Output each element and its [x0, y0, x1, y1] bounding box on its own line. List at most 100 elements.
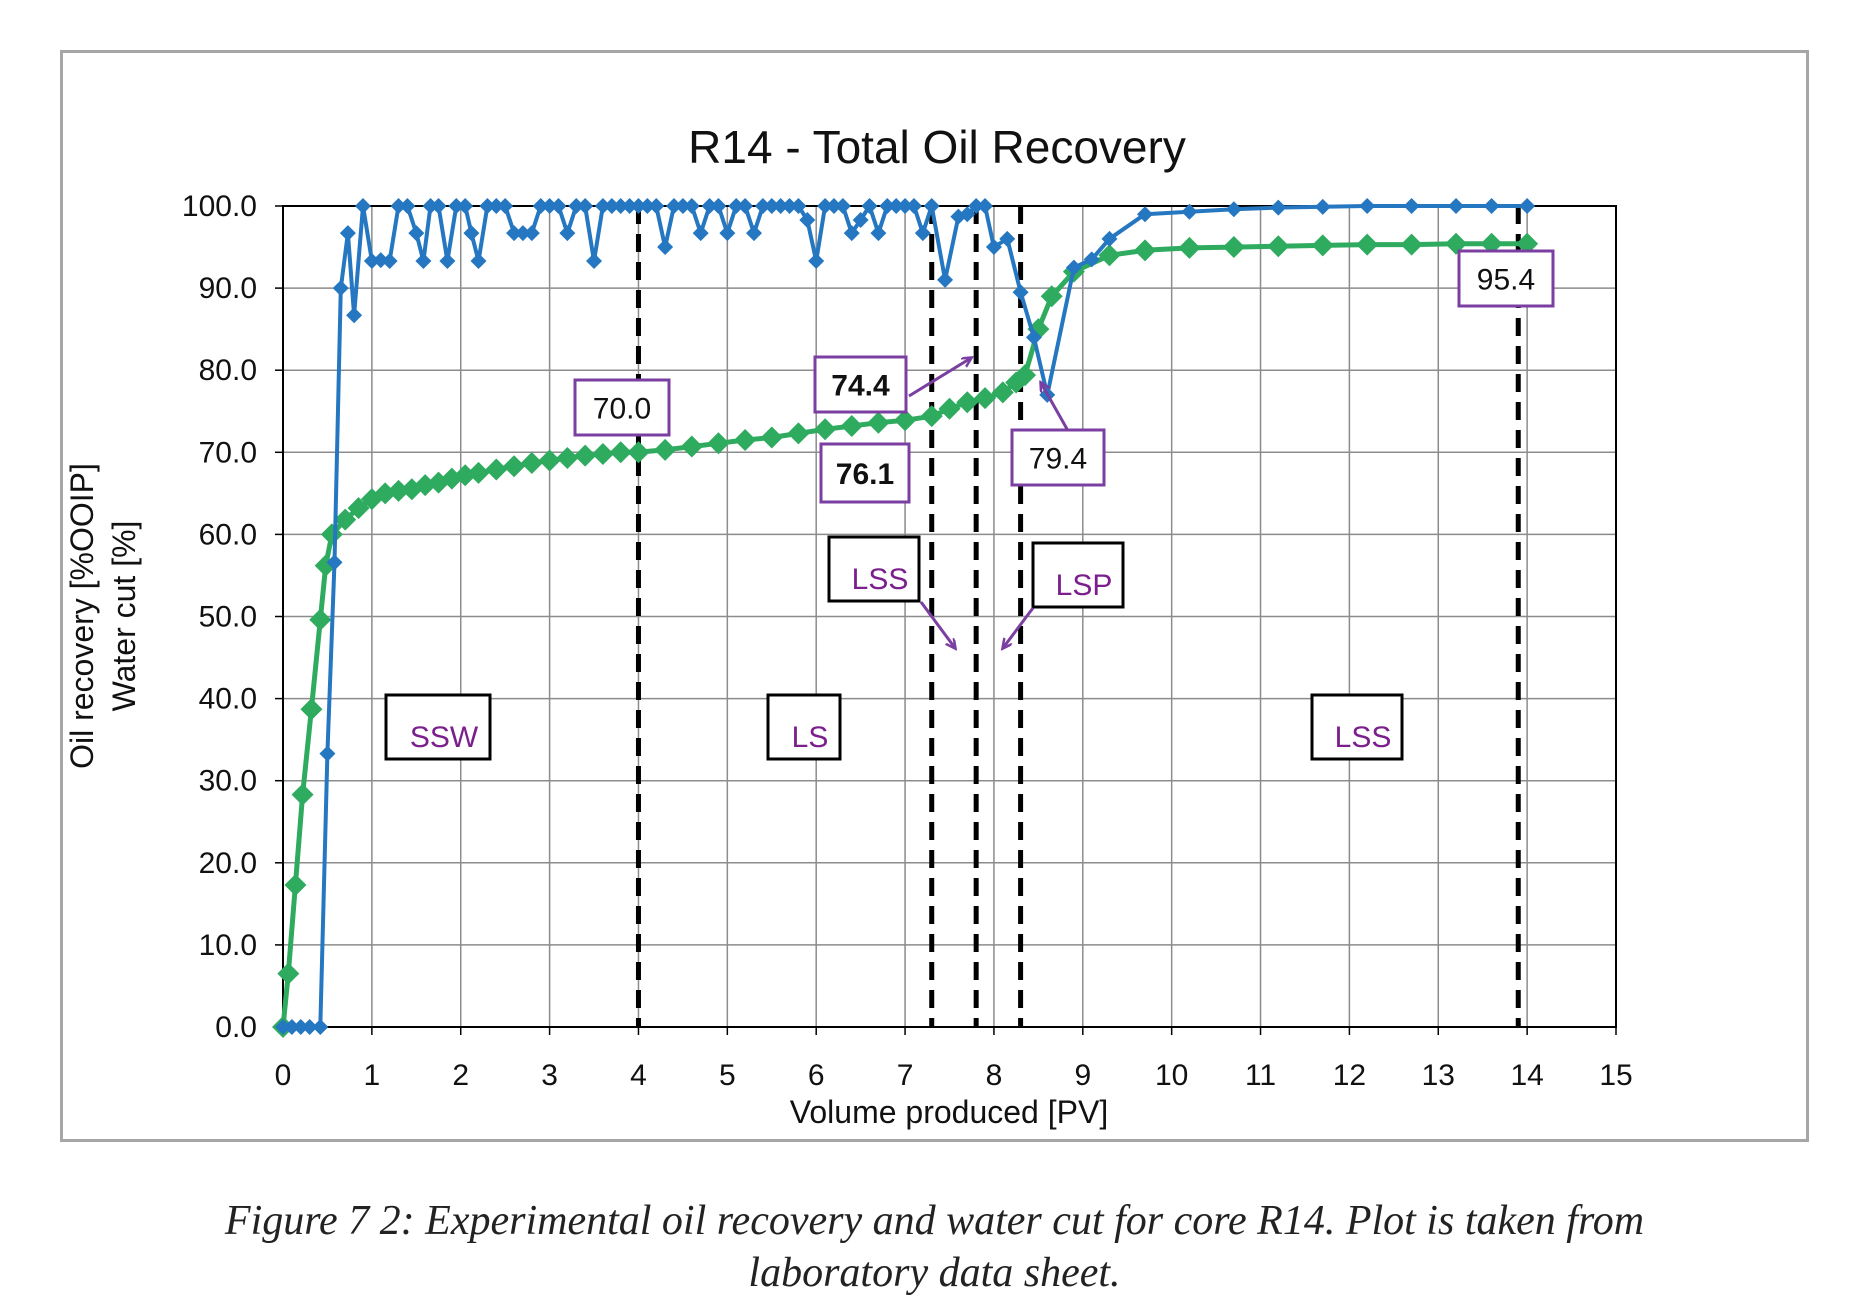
water-cut-point	[319, 745, 336, 762]
water-cut-point	[346, 307, 363, 324]
region-label-lsp-box	[1031, 541, 1125, 609]
recovery-point	[591, 442, 614, 465]
y-axis-label: Water cut [%]	[106, 521, 142, 712]
callout-74-4: 74.4	[831, 370, 890, 403]
water-cut-point	[666, 198, 683, 214]
recovery-point	[734, 428, 757, 451]
recovery-point	[760, 426, 783, 449]
region-label-lss-2: LSS	[1335, 721, 1392, 754]
y-tick-label: 80.0	[199, 354, 257, 387]
water-cut-point	[339, 225, 356, 242]
water-cut-point	[439, 253, 456, 270]
water-cut-point	[363, 253, 380, 270]
water-cut-point	[1025, 329, 1042, 346]
water-cut-point	[586, 253, 603, 270]
recovery-point	[654, 438, 677, 461]
water-cut-point	[275, 1019, 291, 1035]
x-tick-label: 15	[1599, 1059, 1632, 1092]
water-cut-point	[825, 198, 842, 214]
water-cut-point	[905, 198, 922, 214]
recovery-point	[1014, 364, 1037, 387]
water-cut-point	[897, 198, 914, 214]
callout-79-4: 79.4	[1029, 443, 1087, 476]
y-tick-label: 40.0	[199, 683, 257, 716]
water-cut-point	[834, 198, 851, 214]
water-cut-point	[550, 198, 567, 214]
recovery-point	[680, 435, 703, 458]
recovery-point	[347, 497, 370, 520]
water-cut-point	[763, 198, 780, 214]
water-cut-point	[888, 198, 905, 214]
recovery-point	[300, 698, 323, 721]
callout-70: 70.0	[593, 393, 651, 426]
water-cut-point	[408, 225, 425, 242]
region-label-ssw-box	[384, 693, 492, 761]
water-cut-point	[710, 198, 727, 214]
caption-line-1: Figure 7 2: Experimental oil recovery an…	[224, 1198, 1645, 1244]
water-cut-point	[852, 211, 869, 228]
water-cut-point	[470, 253, 487, 270]
recovery-point	[387, 479, 410, 502]
recovery-point	[284, 873, 307, 896]
recovery-point	[309, 608, 332, 631]
x-tick-label: 14	[1510, 1059, 1543, 1092]
chart-frame: R14 - Total Oil Recovery 0.0 10.0 20.0 30.0 4…	[60, 50, 1809, 1142]
water-cut-point	[430, 198, 447, 214]
y-tick-label: 20.0	[199, 847, 257, 880]
callout-74-4-box	[813, 355, 908, 414]
water-cut-point	[372, 252, 389, 269]
water-cut-point	[399, 198, 416, 214]
recovery-point	[707, 432, 730, 455]
y-tick-label: 30.0	[199, 765, 257, 798]
recovery-point	[894, 409, 917, 432]
recovery-point	[574, 444, 597, 467]
region-label-ls-box	[766, 693, 842, 761]
recovery-point	[485, 458, 508, 481]
water-cut-point	[1065, 259, 1082, 276]
recovery-point	[556, 447, 579, 470]
callout-70-box	[573, 378, 671, 437]
recovery-point	[1480, 232, 1503, 255]
water-cut-point	[701, 198, 718, 214]
water-cut-point	[1101, 230, 1118, 247]
water-cut-point	[1181, 203, 1198, 220]
water-cut-point	[594, 198, 611, 214]
water-cut-point	[283, 1019, 300, 1035]
region-label-ls: LS	[792, 721, 829, 754]
recovery-point	[277, 962, 300, 985]
water-cut-point	[657, 239, 674, 256]
chart-title: R14 - Total Oil Recovery	[688, 121, 1186, 173]
x-tick-label: 2	[452, 1059, 469, 1092]
water-cut-point	[381, 253, 398, 270]
water-cut-point	[781, 198, 798, 214]
water-cut-point	[879, 198, 896, 214]
recovery-point	[814, 418, 837, 441]
recovery-point	[1040, 285, 1063, 308]
x-tick-label: 10	[1155, 1059, 1188, 1092]
water-cut-point	[463, 225, 480, 242]
water-cut-point	[1270, 199, 1287, 216]
water-cut-point	[1137, 206, 1154, 223]
x-tick-label: 12	[1333, 1059, 1366, 1092]
region-label-ssw: SSW	[410, 721, 479, 754]
y-tick-label: 0.0	[215, 1011, 257, 1044]
recovery-point	[787, 422, 810, 445]
recovery-point	[867, 411, 890, 434]
x-axis-label: Volume produced [PV]	[790, 1094, 1108, 1130]
recovery-point	[320, 523, 343, 546]
x-tick-label: 0	[275, 1059, 292, 1092]
recovery-point	[1445, 232, 1468, 255]
x-tick-label: 9	[1074, 1059, 1091, 1092]
water-cut-point	[1314, 198, 1331, 215]
water-cut-point	[639, 198, 656, 214]
water-cut-point	[914, 225, 931, 242]
callout-79-4-box	[1010, 428, 1106, 487]
water-cut-point	[301, 1019, 318, 1035]
recovery-point	[609, 441, 632, 464]
recovery-point	[974, 387, 997, 410]
water-cut-point	[326, 554, 343, 571]
recovery-point	[1311, 234, 1334, 257]
x-tick-label: 13	[1422, 1059, 1455, 1092]
water-cut-point	[1012, 284, 1029, 301]
region-label-lss-1: LSS	[852, 563, 909, 596]
